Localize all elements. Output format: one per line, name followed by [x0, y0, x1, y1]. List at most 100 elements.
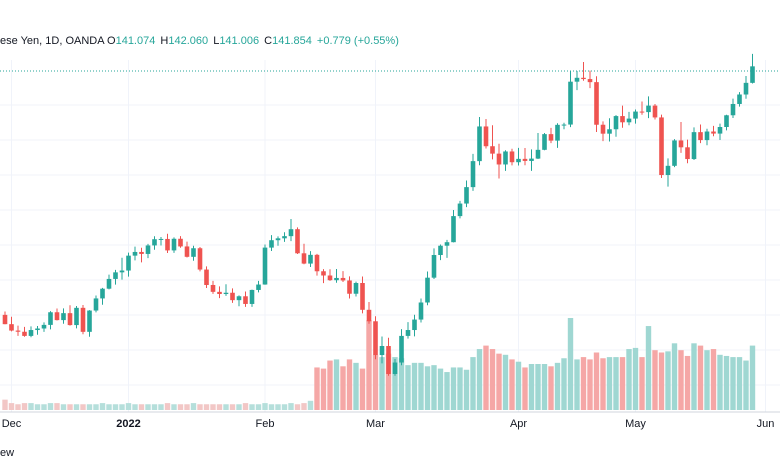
- volume-bar: [281, 404, 288, 410]
- candle-body: [444, 242, 450, 246]
- volume-bar: [359, 368, 366, 410]
- candle-body: [704, 131, 710, 141]
- volume-bar: [164, 403, 171, 410]
- candle-body: [743, 82, 749, 95]
- volume-bar: [502, 354, 509, 410]
- volume-bar: [132, 404, 138, 410]
- volume-bar: [736, 357, 743, 410]
- volume-bar: [496, 353, 502, 410]
- candle-body: [737, 94, 742, 104]
- candle-body: [451, 216, 456, 243]
- volume-bar: [366, 320, 372, 410]
- volume-bar: [710, 349, 717, 410]
- volume-bar: [203, 404, 210, 410]
- volume-bar: [47, 403, 54, 410]
- volume-bar: [255, 404, 262, 410]
- volume-bar: [561, 358, 567, 410]
- volume-bar: [450, 367, 457, 410]
- volume-bars: [2, 318, 756, 410]
- volume-bar: [606, 357, 613, 410]
- volume-bar: [431, 365, 437, 410]
- volume-bar: [151, 404, 158, 410]
- candle-body: [600, 124, 606, 134]
- candle-body: [470, 161, 476, 188]
- bottom-label[interactable]: ew: [0, 447, 15, 459]
- open-value: 141.074: [115, 35, 156, 47]
- candle-body: [626, 118, 632, 123]
- candle-body: [314, 254, 320, 272]
- candle-body: [100, 288, 105, 299]
- volume-bar: [197, 404, 203, 410]
- volume-bar: [171, 404, 177, 410]
- volume-bar: [21, 403, 28, 410]
- candle-body: [158, 238, 164, 240]
- candle-body: [633, 111, 638, 119]
- volume-bar: [476, 349, 483, 410]
- candle-body: [672, 140, 677, 166]
- candle-body: [522, 158, 528, 161]
- high-value: 142.060: [168, 35, 209, 47]
- candle-body: [620, 116, 625, 123]
- candle-body: [724, 115, 729, 127]
- candle-body: [464, 187, 469, 204]
- candle-body: [607, 129, 612, 134]
- volume-bar: [717, 354, 723, 410]
- volume-bar: [99, 403, 106, 410]
- close-label: C: [264, 35, 273, 47]
- volume-bar: [405, 365, 411, 410]
- candle-body: [67, 313, 73, 326]
- volume-bar: [54, 403, 60, 410]
- candle-body: [373, 321, 378, 356]
- candle-body: [659, 117, 664, 176]
- candle-body: [574, 77, 580, 82]
- volume-bar: [398, 358, 405, 410]
- candle-body: [282, 236, 287, 239]
- candle-body: [256, 284, 261, 290]
- volume-bar: [8, 403, 15, 410]
- candle-body: [126, 255, 131, 271]
- candle-body: [236, 296, 242, 301]
- volume-bar: [177, 404, 184, 410]
- candle-body: [425, 277, 430, 303]
- candle-body: [685, 147, 690, 160]
- time-axis: Dec 2022 Feb Mar Apr May Jun: [2, 418, 775, 430]
- candle-body: [230, 292, 235, 301]
- candle-body: [412, 319, 417, 331]
- volume-bar: [743, 360, 749, 410]
- volume-bar: [678, 350, 684, 410]
- volume-bar: [67, 404, 73, 410]
- candle-body: [542, 134, 547, 150]
- candle-body: [438, 245, 443, 256]
- candle-body: [646, 105, 651, 113]
- candle-body: [457, 203, 463, 217]
- candle-body: [750, 66, 755, 83]
- volume-bar: [15, 404, 21, 410]
- grid-lines: [0, 60, 780, 412]
- volume-bar: [158, 404, 164, 410]
- volume-bar: [307, 400, 314, 410]
- volume-bar: [528, 364, 535, 410]
- volume-bar: [723, 355, 730, 410]
- candle-body: [152, 239, 157, 246]
- volume-bar: [41, 404, 47, 410]
- candle-body: [106, 278, 112, 289]
- volume-bar: [190, 403, 197, 410]
- candle-body: [243, 296, 248, 304]
- volume-bar: [223, 404, 229, 410]
- volume-bar: [691, 343, 697, 410]
- candle-body: [340, 277, 346, 281]
- candle-body: [717, 127, 723, 134]
- volume-bar: [457, 367, 463, 410]
- x-tick-label: Mar: [366, 418, 385, 430]
- candle-body: [87, 310, 92, 332]
- volume-bar: [372, 354, 379, 410]
- candle-body: [327, 275, 333, 281]
- candle-body: [581, 77, 586, 80]
- x-tick-label: Jun: [757, 418, 775, 430]
- open-label: O: [107, 35, 116, 47]
- candle-body: [165, 238, 170, 251]
- volume-bar: [301, 403, 307, 410]
- volume-bar: [652, 350, 658, 410]
- volume-bar: [125, 403, 132, 410]
